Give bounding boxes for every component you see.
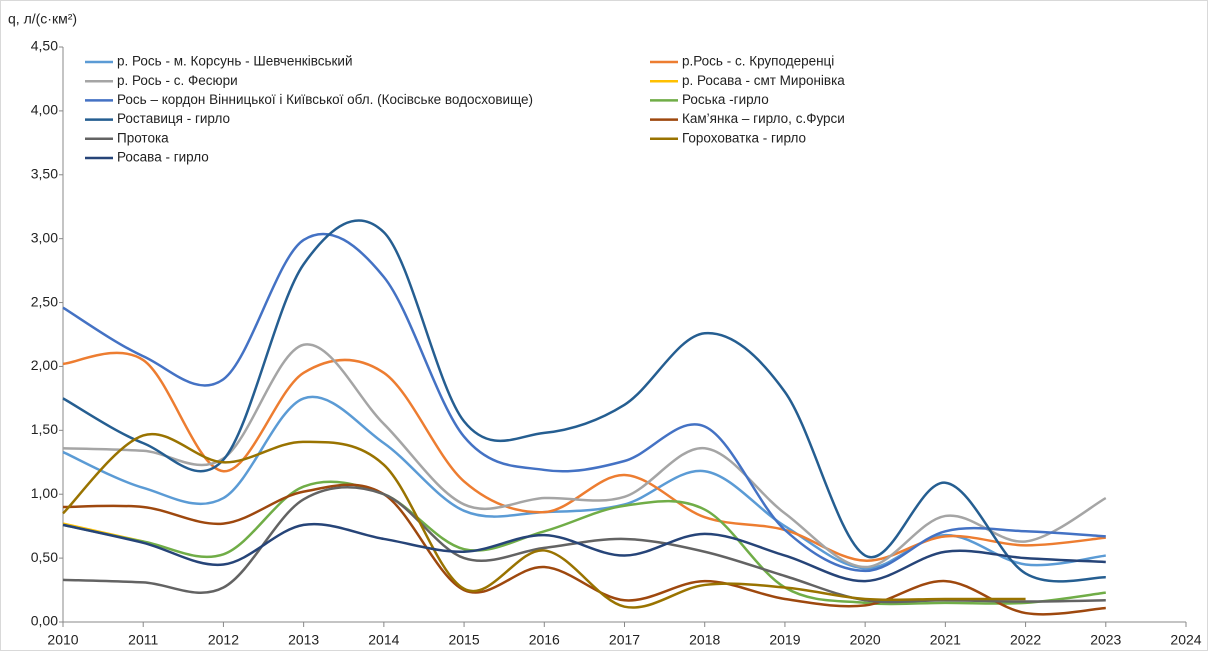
x-tick-label: 2020	[850, 632, 881, 648]
y-tick-label: 4,00	[31, 102, 58, 118]
y-axis-label: q, л/(с·км²)	[8, 11, 77, 27]
x-tick-label: 2011	[128, 632, 158, 648]
y-tick-label: 2,50	[31, 293, 58, 309]
legend-label: р. Рось - м. Корсунь - Шевченківський	[117, 54, 353, 69]
y-tick-label: 0,50	[31, 549, 58, 565]
legend-label: Протока	[117, 130, 169, 145]
x-tick-label: 2012	[208, 632, 239, 648]
y-tick-label: 4,50	[31, 38, 58, 54]
x-tick-label: 2013	[288, 632, 319, 648]
series-line	[62, 219, 1106, 583]
y-tick-label: 1,00	[31, 485, 58, 501]
series-line	[62, 232, 1106, 573]
series-line	[62, 432, 1026, 609]
legend-label: Роставиця - гирло	[117, 111, 230, 126]
legend-label: р. Росава - смт Миронівка	[682, 73, 845, 88]
x-tick-label: 2024	[1170, 632, 1201, 648]
series-line	[62, 480, 1106, 606]
legend-label: Роська -гирло	[682, 92, 769, 107]
y-tick-label: 1,50	[31, 421, 58, 437]
x-tick-label: 2018	[689, 632, 720, 648]
x-tick-label: 2019	[769, 632, 800, 648]
x-tick-label: 2023	[1090, 632, 1121, 648]
legend-label: Росава - гирло	[117, 150, 209, 165]
x-tick-label: 2010	[47, 632, 78, 648]
series-line	[62, 522, 1106, 583]
series-line	[62, 343, 1107, 569]
series-line	[62, 483, 1106, 616]
x-tick-label: 2017	[609, 632, 640, 648]
legend-label: Кам’янка – гирло, с.Фурси	[682, 111, 845, 126]
x-tick-label: 2014	[368, 632, 399, 648]
legend-label: р.Рось - с. Круподеренці	[682, 54, 834, 69]
legend-label: Гороховатка - гирло	[682, 130, 806, 145]
y-tick-label: 2,00	[31, 357, 58, 373]
y-tick-label: 3,00	[31, 229, 58, 245]
x-tick-label: 2022	[1010, 632, 1041, 648]
legend-label: р. Рось - с. Фесюри	[117, 73, 238, 88]
legend-label: Рось – кордон Вінницької і Київської обл…	[117, 92, 533, 107]
x-tick-label: 2021	[930, 632, 961, 648]
x-tick-label: 2015	[448, 632, 479, 648]
x-tick-label: 2016	[529, 632, 560, 648]
y-tick-label: 3,50	[31, 165, 58, 181]
y-tick-label: 0,00	[31, 613, 58, 629]
series-line	[62, 486, 1106, 604]
